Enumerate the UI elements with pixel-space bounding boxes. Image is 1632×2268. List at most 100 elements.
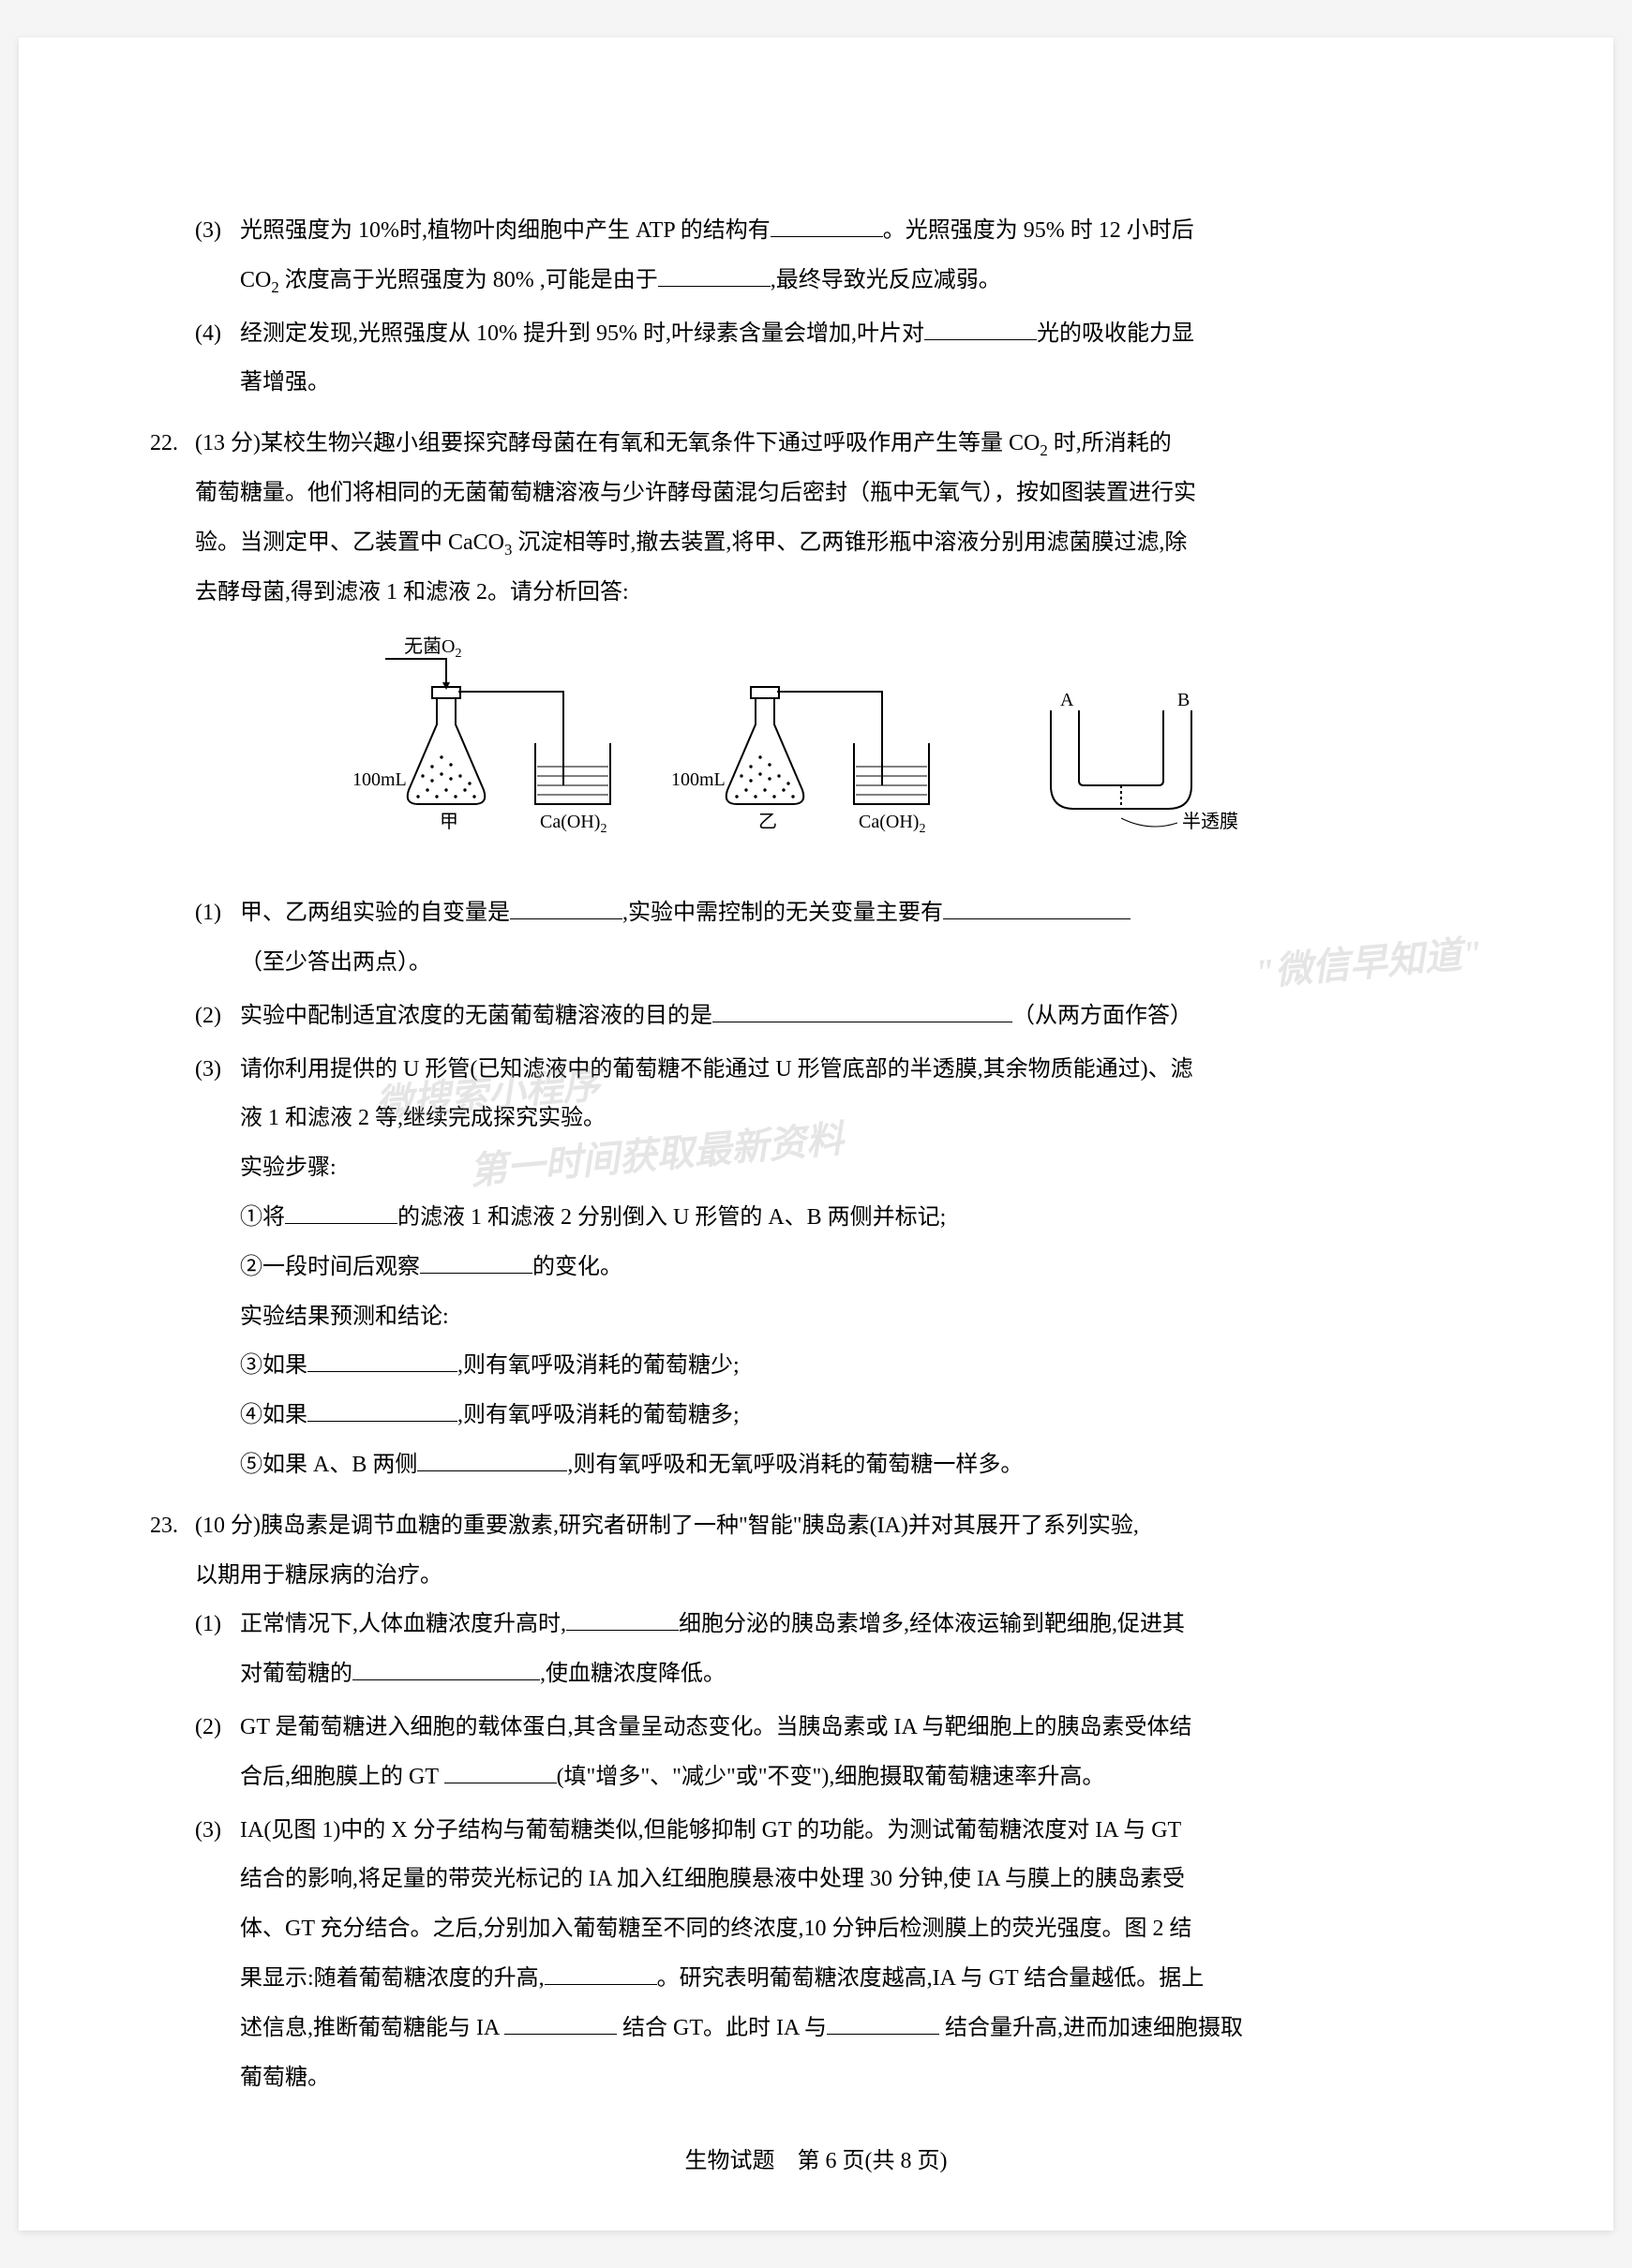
blank xyxy=(444,1761,557,1783)
utube-b: B xyxy=(1177,690,1190,710)
q21-sub4: (4) 经测定发现,光照强度从 10% 提升到 95% 时,叶绿素含量会增加,叶… xyxy=(150,309,1482,409)
q21-sub4-num: (4) xyxy=(195,309,240,409)
question-21-cont: (3) 光照强度为 10%时,植物叶肉细胞中产生 ATP 的结构有 。光照强度为 … xyxy=(150,206,1482,408)
q23-sub3-l5-mid: 结合 GT。此时 IA 与 xyxy=(617,2016,827,2040)
blank xyxy=(307,1399,457,1422)
q21-sub3-l1-pre: 光照强度为 10%时,植物叶肉细胞中产生 ATP 的结构有 xyxy=(240,218,771,243)
q22-sub3-num: (3) xyxy=(195,1045,240,1490)
q21-sub3-num: (3) xyxy=(195,206,240,306)
q23-sub3-l5-post: 结合量升高,进而加速细胞摄取 xyxy=(939,2016,1243,2040)
q21-sub3-l2-mid: 浓度高于光照强度为 80% ,可能是由于 xyxy=(279,268,658,292)
q22-sub3-text: 请你利用提供的 U 形管(已知滤液中的葡萄糖不能通过 U 形管底部的半透膜,其余… xyxy=(240,1045,1482,1490)
q23-sub1-num: (1) xyxy=(195,1600,240,1699)
q21-sub3-text: 光照强度为 10%时,植物叶肉细胞中产生 ATP 的结构有 。光照强度为 95% … xyxy=(240,206,1482,306)
caoh2-label-2: Ca(OH)2 xyxy=(859,812,925,836)
q22-intro2: 葡萄糖量。他们将相同的无菌葡萄糖溶液与少许酵母菌混匀后密封（瓶中无氧气），按如图… xyxy=(195,481,1196,505)
q23-sub1: (1) 正常情况下,人体血糖浓度升高时, 细胞分泌的胰岛素增多,经体液运输到靶细胞… xyxy=(150,1600,1482,1699)
q23-sub1-l2-post: ,使血糖浓度降低。 xyxy=(540,1662,726,1686)
question-22: 22. (13 分)某校生物兴趣小组要探究酵母菌在有氧和无氧条件下通过呼吸作用产… xyxy=(150,419,1482,1490)
q21-sub4-l2: 著增强。 xyxy=(240,370,330,395)
q22-intro3-post: 沉淀相等时,撤去装置,将甲、乙两锥形瓶中溶液分别用滤菌膜过滤,除 xyxy=(512,530,1187,555)
q23-sub1-text: 正常情况下,人体血糖浓度升高时, 细胞分泌的胰岛素增多,经体液运输到靶细胞,促进其… xyxy=(240,1600,1482,1699)
q22-step1-post: 的滤液 1 和滤液 2 分别倒入 U 形管的 A、B 两侧并标记; xyxy=(397,1205,946,1230)
membrane-label: 半透膜 xyxy=(1182,811,1238,832)
q22-sub3-l1: 请你利用提供的 U 形管(已知滤液中的葡萄糖不能通过 U 形管底部的半透膜,其余… xyxy=(240,1057,1193,1082)
q23-sub2-num: (2) xyxy=(195,1703,240,1802)
blank xyxy=(285,1201,397,1224)
flask-jia-100ml: 100mL xyxy=(352,769,407,790)
q23-intro2: 以期用于糖尿病的治疗。 xyxy=(195,1563,442,1588)
q22-intro4: 去酵母菌,得到滤液 1 和滤液 2。请分析回答: xyxy=(195,580,629,604)
exam-page: "微信早知道" 微搜索小程序 第一时间获取最新资料 (3) 光照强度为 10%时… xyxy=(19,37,1613,2231)
q22-sub2-post: （从两方面作答） xyxy=(1012,1004,1192,1028)
blank xyxy=(420,1251,532,1274)
q23-sub3-text: IA(见图 1)中的 X 分子结构与葡萄糖类似,但能够抑制 GT 的功能。为测试… xyxy=(240,1806,1482,2103)
q23-sub1-l1-pre: 正常情况下,人体血糖浓度升高时, xyxy=(240,1612,566,1636)
q22-results-label: 实验结果预测和结论: xyxy=(240,1305,449,1329)
blank xyxy=(658,264,771,287)
q22-diagram: 无菌O2 100mL 甲 xyxy=(150,635,1482,870)
q22-sub1: (1) 甲、乙两组实验的自变量是,实验中需控制的无关变量主要有 （至少答出两点）… xyxy=(150,888,1482,988)
blank xyxy=(417,1449,567,1471)
q22-sub1-mid: ,实验中需控制的无关变量主要有 xyxy=(622,901,943,925)
blank xyxy=(771,215,883,237)
blank xyxy=(307,1350,457,1372)
q22-sub1-text: 甲、乙两组实验的自变量是,实验中需控制的无关变量主要有 （至少答出两点）。 xyxy=(240,888,1482,988)
q21-sub4-l1-post: 光的吸收能力显 xyxy=(1037,321,1194,346)
caoh2-label-1: Ca(OH)2 xyxy=(540,812,606,836)
co2-sub: 2 xyxy=(271,278,278,296)
blank xyxy=(352,1658,540,1680)
q21-sub3-l2-pre: CO xyxy=(240,268,271,292)
q22-sub3-steps: 实验步骤: xyxy=(240,1156,337,1180)
q23-sub3-l4-pre: 果显示:随着葡萄糖浓度的升高, xyxy=(240,1966,545,1991)
q22-sub3-l2: 液 1 和滤液 2 等,继续完成探究实验。 xyxy=(240,1106,606,1130)
q22-intro1-post: 时,所消耗的 xyxy=(1048,431,1172,455)
co2-sub: 2 xyxy=(1040,441,1047,459)
blank xyxy=(943,897,1130,919)
q22-res4-post: ,则有氧呼吸消耗的葡萄糖多; xyxy=(457,1403,740,1427)
q22-sub3: (3) 请你利用提供的 U 形管(已知滤液中的葡萄糖不能通过 U 形管底部的半透… xyxy=(150,1045,1482,1490)
q23-header: 23. (10 分)胰岛素是调节血糖的重要激素,研究者研制了一种"智能"胰岛素(… xyxy=(150,1501,1482,1601)
q22-res3-pre: ③如果 xyxy=(240,1353,307,1378)
q22-num: 22. xyxy=(150,419,195,617)
q23-sub3-num: (3) xyxy=(195,1806,240,2103)
blank xyxy=(566,1608,679,1631)
q21-sub4-l1-pre: 经测定发现,光照强度从 10% 提升到 95% 时,叶绿素含量会增加,叶片对 xyxy=(240,321,924,346)
q22-step2-pre: ②一段时间后观察 xyxy=(240,1255,420,1279)
blank xyxy=(827,2012,939,2035)
q22-sub2: (2) 实验中配制适宜浓度的无菌葡萄糖溶液的目的是（从两方面作答） xyxy=(150,992,1482,1041)
q21-sub4-text: 经测定发现,光照强度从 10% 提升到 95% 时,叶绿素含量会增加,叶片对 光的… xyxy=(240,309,1482,409)
blank xyxy=(510,897,622,919)
q22-header: 22. (13 分)某校生物兴趣小组要探究酵母菌在有氧和无氧条件下通过呼吸作用产… xyxy=(150,419,1482,617)
q22-sub1-num: (1) xyxy=(195,888,240,988)
q22-sub2-pre: 实验中配制适宜浓度的无菌葡萄糖溶液的目的是 xyxy=(240,1004,712,1028)
flask-jia-label: 甲 xyxy=(440,812,458,832)
q23-sub3-l2: 结合的影响,将足量的带荧光标记的 IA 加入红细胞膜悬液中处理 30 分钟,使 … xyxy=(240,1867,1185,1891)
q22-intro: (13 分)某校生物兴趣小组要探究酵母菌在有氧和无氧条件下通过呼吸作用产生等量 … xyxy=(195,419,1482,617)
q22-res4-pre: ④如果 xyxy=(240,1403,307,1427)
blank xyxy=(712,1000,1012,1022)
q22-intro1: (13 分)某校生物兴趣小组要探究酵母菌在有氧和无氧条件下通过呼吸作用产生等量 … xyxy=(195,431,1040,455)
q23-sub2-l1: GT 是葡萄糖进入细胞的载体蛋白,其含量呈动态变化。当胰岛素或 IA 与靶细胞上… xyxy=(240,1715,1192,1739)
q23-sub3-l3: 体、GT 充分结合。之后,分别加入葡萄糖至不同的终浓度,10 分钟后检测膜上的荧… xyxy=(240,1917,1192,1941)
q21-sub3-l2-post: ,最终导致光反应减弱。 xyxy=(771,268,1001,292)
q23-num: 23. xyxy=(150,1501,195,1601)
q21-sub3: (3) 光照强度为 10%时,植物叶肉细胞中产生 ATP 的结构有 。光照强度为 … xyxy=(150,206,1482,306)
blank xyxy=(545,1962,657,1985)
q23-sub1-l1-post: 细胞分泌的胰岛素增多,经体液运输到靶细胞,促进其 xyxy=(679,1612,1185,1636)
q21-sub3-l1-post: 。光照强度为 95% 时 12 小时后 xyxy=(883,218,1194,243)
q23-sub3-l5-pre: 述信息,推断葡萄糖能与 IA xyxy=(240,2016,504,2040)
question-23: 23. (10 分)胰岛素是调节血糖的重要激素,研究者研制了一种"智能"胰岛素(… xyxy=(150,1501,1482,2103)
q22-step1-pre: ①将 xyxy=(240,1205,285,1230)
q23-sub2-l2-post: (填"增多"、"减少"或"不变"),细胞摄取葡萄糖速率升高。 xyxy=(557,1765,1105,1789)
q23-intro1: (10 分)胰岛素是调节血糖的重要激素,研究者研制了一种"智能"胰岛素(IA)并… xyxy=(195,1514,1139,1538)
q23-sub3-l4-post: 。研究表明葡萄糖浓度越高,IA 与 GT 结合量越低。据上 xyxy=(657,1966,1205,1991)
q23-sub3: (3) IA(见图 1)中的 X 分子结构与葡萄糖类似,但能够抑制 GT 的功能… xyxy=(150,1806,1482,2103)
q22-step2-post: 的变化。 xyxy=(532,1255,622,1279)
q23-sub1-l2-pre: 对葡萄糖的 xyxy=(240,1662,352,1686)
q23-sub2-text: GT 是葡萄糖进入细胞的载体蛋白,其含量呈动态变化。当胰岛素或 IA 与靶细胞上… xyxy=(240,1703,1482,1802)
q23-intro: (10 分)胰岛素是调节血糖的重要激素,研究者研制了一种"智能"胰岛素(IA)并… xyxy=(195,1501,1482,1601)
q22-res5-post: ,则有氧呼吸和无氧呼吸消耗的葡萄糖一样多。 xyxy=(567,1453,1023,1477)
flask-yi-100ml: 100mL xyxy=(671,769,726,790)
q22-res5-pre: ⑤如果 A、B 两侧 xyxy=(240,1453,417,1477)
